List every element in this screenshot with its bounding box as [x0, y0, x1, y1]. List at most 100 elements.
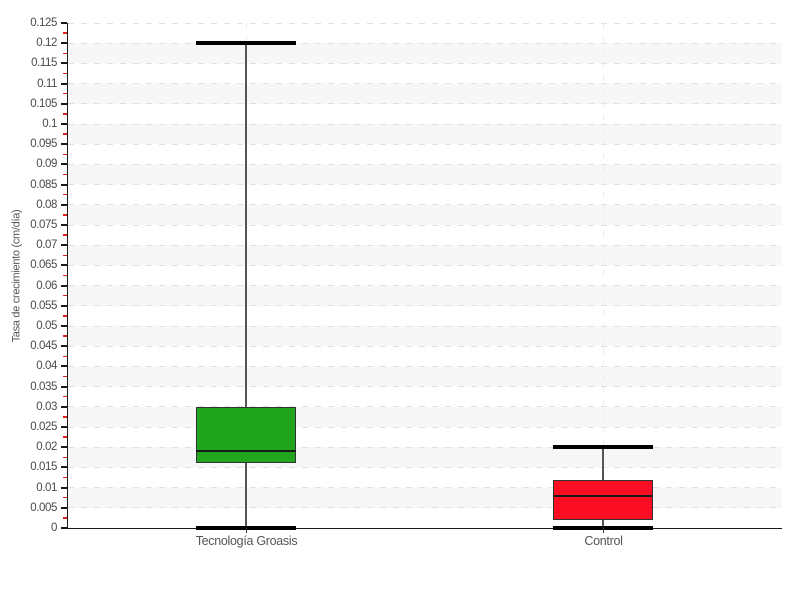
- x-axis-tick: [245, 528, 248, 533]
- y-axis-minor-tick: [62, 32, 67, 34]
- y-axis-minor-tick: [62, 335, 67, 337]
- y-axis-major-tick: [60, 304, 67, 307]
- y-axis-minor-tick: [62, 315, 67, 317]
- gridline-horizontal: [67, 62, 782, 64]
- y-axis-major-tick: [60, 466, 67, 469]
- y-axis-major-tick: [60, 62, 67, 65]
- gridline-horizontal: [67, 184, 782, 186]
- gridline-horizontal: [67, 204, 782, 206]
- gridline-horizontal: [67, 386, 782, 388]
- y-axis-tick-label: 0.03: [36, 400, 57, 413]
- y-axis-tick-label: 0.11: [37, 77, 57, 90]
- y-axis-major-tick: [60, 527, 67, 529]
- y-axis-major-tick: [60, 123, 67, 125]
- y-axis-minor-tick: [62, 375, 67, 378]
- y-axis-minor-tick: [62, 113, 67, 115]
- y-axis-major-tick: [60, 203, 67, 206]
- gridline-horizontal: [67, 466, 782, 468]
- y-axis-tick-label: 0.01: [36, 481, 57, 494]
- y-axis-major-tick: [60, 264, 67, 267]
- y-axis-tick-label: 0.105: [30, 97, 57, 110]
- box-iqr: [553, 479, 653, 520]
- y-axis-minor-tick: [62, 436, 67, 438]
- y-axis-major-tick: [60, 284, 67, 287]
- y-axis-major-tick: [60, 143, 67, 146]
- y-axis-minor-tick: [62, 496, 67, 499]
- y-axis-minor-tick: [62, 133, 67, 135]
- y-axis-minor-tick: [62, 456, 67, 459]
- y-axis-minor-tick: [62, 72, 67, 75]
- y-axis-major-tick: [60, 183, 67, 186]
- y-axis-tick-label: 0.045: [30, 340, 57, 353]
- y-axis-minor-tick: [62, 416, 67, 418]
- y-axis-tick-label: 0.095: [30, 138, 57, 151]
- x-axis-tick: [602, 528, 605, 533]
- gridline-horizontal: [67, 163, 782, 165]
- y-axis-tick-label: 0.025: [30, 421, 57, 433]
- y-axis-major-tick: [60, 446, 67, 449]
- y-axis-minor-tick: [62, 214, 67, 216]
- gridline-horizontal: [67, 143, 782, 145]
- y-axis-major-tick: [60, 22, 67, 24]
- y-axis-minor-tick: [62, 92, 67, 95]
- gridline-horizontal: [67, 305, 782, 307]
- y-axis-minor-tick: [62, 234, 67, 236]
- gridline-horizontal: [67, 507, 782, 509]
- y-axis-major-tick: [60, 345, 67, 348]
- gridline-horizontal: [67, 426, 782, 428]
- y-axis-tick-label: 0.065: [30, 259, 57, 272]
- y-axis-minor-tick: [62, 517, 67, 519]
- y-axis-major-tick: [60, 244, 67, 247]
- y-axis-major-tick: [60, 365, 67, 368]
- y-axis-minor-tick: [62, 52, 67, 55]
- gridline-horizontal: [67, 345, 782, 347]
- gridline-horizontal: [67, 22, 782, 24]
- y-axis-tick-label: 0.12: [36, 37, 57, 50]
- y-axis-tick-label: 0.035: [30, 380, 57, 393]
- gridline-horizontal: [67, 83, 782, 85]
- gridline-horizontal: [67, 365, 782, 367]
- gridline-horizontal: [67, 446, 782, 448]
- plot-area: [66, 22, 782, 530]
- y-axis-minor-tick: [62, 153, 67, 156]
- median-line: [196, 450, 296, 453]
- y-axis-major-tick: [60, 102, 67, 105]
- whisker-cap-max: [553, 445, 653, 450]
- y-axis-minor-tick: [62, 355, 67, 358]
- y-axis-tick-label: 0.05: [36, 320, 57, 332]
- y-axis-tick-label: 0.1: [42, 118, 57, 130]
- gridline-horizontal: [67, 487, 782, 489]
- gridline-vertical: [602, 23, 604, 528]
- y-axis-major-tick: [60, 163, 67, 166]
- y-axis-tick-label: 0.085: [30, 178, 57, 191]
- box-iqr: [196, 406, 296, 464]
- y-axis-minor-tick: [62, 274, 67, 277]
- gridline-horizontal: [67, 264, 782, 266]
- y-axis-tick-label: 0.125: [30, 17, 57, 29]
- y-axis-tick-label: 0.08: [36, 198, 57, 211]
- y-axis-minor-tick: [62, 476, 67, 479]
- x-axis-category-label: Tecnología Groasis: [195, 534, 298, 548]
- y-axis-tick-label: 0.015: [30, 461, 57, 474]
- y-axis-minor-tick: [62, 173, 67, 176]
- y-axis-tick-label: 0.075: [30, 219, 57, 231]
- median-line: [553, 494, 653, 497]
- x-axis-category-label: Control: [584, 534, 623, 548]
- y-axis-tick-label: 0.055: [30, 299, 57, 312]
- gridline-horizontal: [67, 103, 782, 105]
- y-axis-major-tick: [60, 405, 67, 408]
- y-axis-major-tick: [60, 82, 67, 85]
- y-axis-tick-label: 0.115: [31, 57, 57, 70]
- y-axis-minor-tick: [62, 294, 67, 297]
- y-axis-minor-tick: [62, 193, 67, 196]
- y-axis-tick-label: 0.04: [36, 360, 57, 373]
- y-axis-tick-label: 0.02: [36, 441, 57, 454]
- gridline-horizontal: [67, 406, 782, 408]
- gridline-horizontal: [67, 325, 782, 327]
- y-axis-tick-label: 0.005: [30, 501, 57, 514]
- y-axis-major-tick: [60, 426, 67, 428]
- whisker-cap-max: [196, 41, 296, 46]
- y-axis-major-tick: [60, 224, 67, 226]
- y-axis-major-tick: [60, 486, 67, 489]
- y-axis-major-tick: [60, 385, 67, 388]
